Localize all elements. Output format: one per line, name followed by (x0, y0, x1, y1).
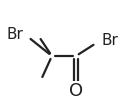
Text: Br: Br (7, 27, 24, 42)
Text: Br: Br (101, 33, 118, 48)
Text: O: O (69, 82, 83, 100)
